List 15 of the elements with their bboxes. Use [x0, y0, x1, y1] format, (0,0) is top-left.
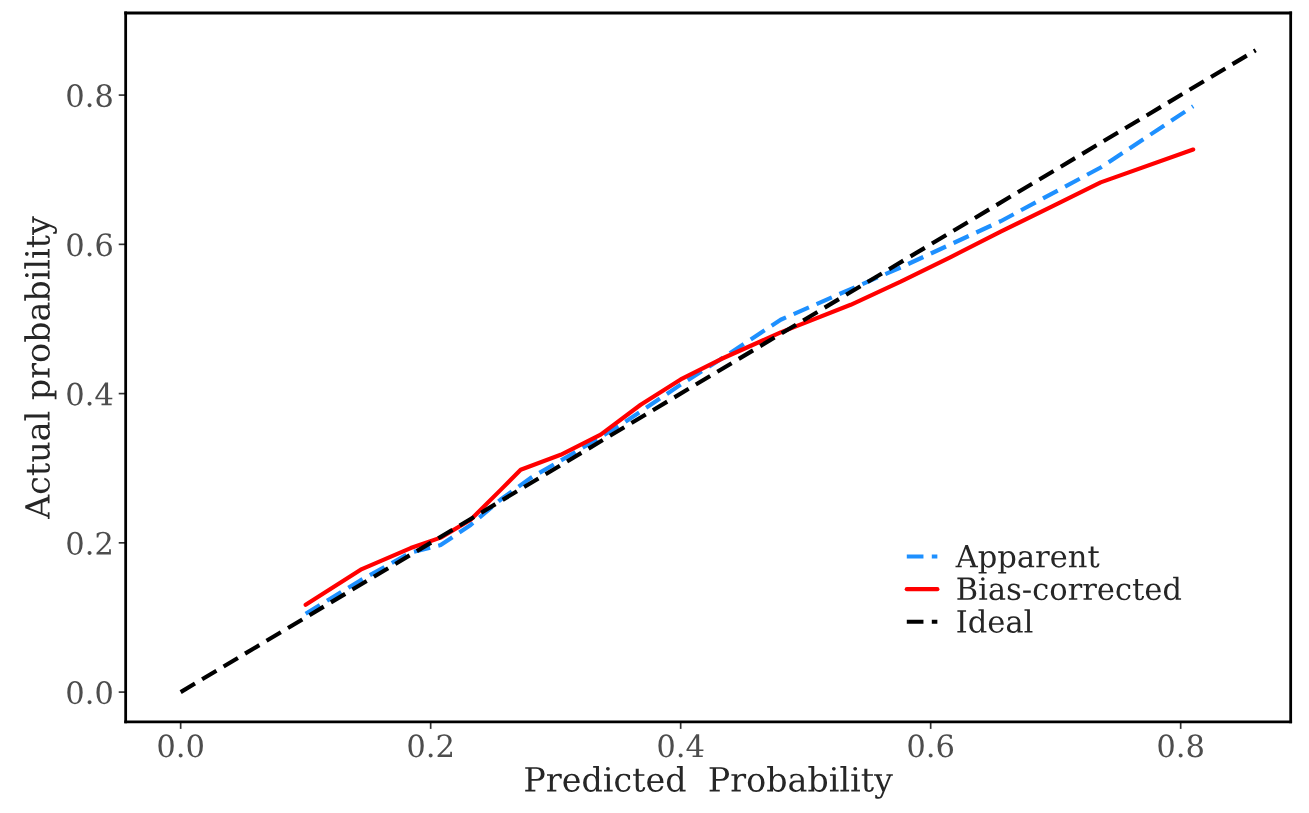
y-tick-label: 0.8 [67, 84, 112, 108]
y-axis-title: Actual probability [24, 216, 57, 520]
y-tick-label: 0.6 [67, 233, 112, 257]
x-axis-title: Predicted Probability [525, 766, 893, 799]
legend-label: Ideal [957, 609, 1033, 633]
x-tick-label: 0.2 [408, 734, 452, 758]
y-tick-label: 0.0 [67, 681, 112, 705]
x-tick-label: 0.0 [158, 734, 203, 758]
x-tick-label: 0.6 [908, 734, 954, 758]
x-tick-label: 0.4 [658, 734, 704, 758]
legend-label: Bias-corrected [957, 576, 1182, 601]
y-tick-label: 0.4 [67, 382, 113, 406]
legend-label: Apparent [955, 544, 1100, 574]
x-tick-label: 0.8 [1158, 734, 1203, 758]
y-tick-label: 0.2 [67, 531, 111, 555]
